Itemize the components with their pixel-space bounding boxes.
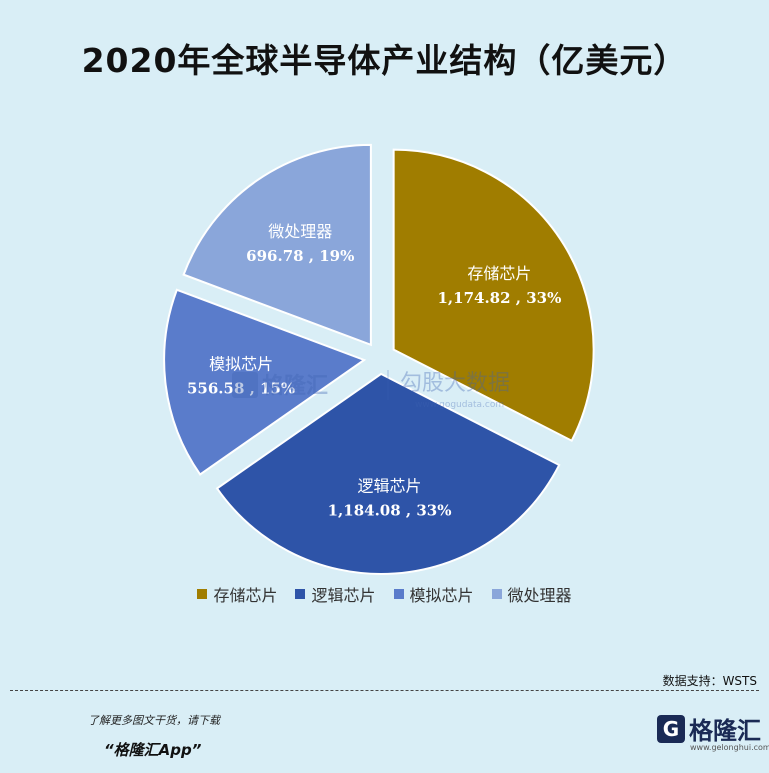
pie-slice-3 (182, 143, 372, 347)
slice-name-label-2: 模拟芯片 (209, 354, 273, 373)
legend-label: 存储芯片 (213, 586, 278, 605)
pie-slice-2 (163, 288, 367, 476)
pie-chart: 存储芯片 1,174.82 , 33% 逻辑芯片 1,184.08 , 33% 模拟芯片… (163, 143, 595, 575)
pie-labels: 存储芯片 1,174.82 , 33% 逻辑芯片 1,184.08 , 33% 模拟芯片… (187, 222, 561, 520)
chart-legend: 存储芯片 逻辑芯片 模拟芯片 微处理器 (0, 582, 769, 606)
watermark-logo-mark (232, 372, 258, 398)
watermark-url: www.gogudata.com (415, 400, 504, 410)
slice-value-label-0: 1,174.82 , 33% (437, 289, 561, 307)
watermark-brand: 格隆汇 (262, 373, 328, 399)
legend-label: 微处理器 (507, 586, 572, 605)
pie-slice-1 (215, 372, 561, 575)
divider (10, 690, 759, 691)
slice-value-label-3: 696.78 , 19% (246, 247, 354, 265)
legend-item-3: 微处理器 (491, 582, 572, 606)
legend-swatch (393, 589, 404, 599)
legend-swatch (491, 589, 502, 599)
watermark-text: 勾股大数据 (400, 371, 510, 396)
legend-swatch (295, 589, 306, 599)
legend-item-1: 逻辑芯片 (295, 582, 376, 606)
slice-value-label-1: 1,184.08 , 33% (328, 502, 452, 520)
pie-slice-0 (392, 148, 595, 443)
legend-label: 模拟芯片 (409, 586, 474, 605)
watermark: 格隆汇 勾股大数据 www.gogudata.com (232, 370, 510, 410)
slice-value-label-2: 556.58 , 15% (187, 379, 295, 397)
brand-logo: G 格隆汇 (657, 711, 761, 746)
slice-name-label-0: 存储芯片 (467, 264, 531, 283)
pie-slices (163, 143, 595, 575)
slice-name-label-3: 微处理器 (268, 222, 332, 241)
slice-name-label-1: 逻辑芯片 (358, 477, 422, 496)
legend-item-2: 模拟芯片 (393, 582, 474, 606)
legend-swatch (197, 589, 208, 599)
logo-text: 格隆汇 (689, 717, 761, 745)
logo-icon: G (657, 714, 685, 743)
legend-label: 逻辑芯片 (311, 586, 376, 605)
legend-item-0: 存储芯片 (197, 582, 277, 606)
promo-line-2: “格隆汇App” (104, 741, 202, 759)
chart-title: 2020年全球半导体产业结构（亿美元） (81, 41, 688, 80)
promo-line-1: 了解更多图文干货，请下载 (88, 714, 220, 727)
logo-url: www.gelonghui.com (690, 743, 769, 752)
data-source: 数据支持：WSTS (662, 674, 757, 688)
